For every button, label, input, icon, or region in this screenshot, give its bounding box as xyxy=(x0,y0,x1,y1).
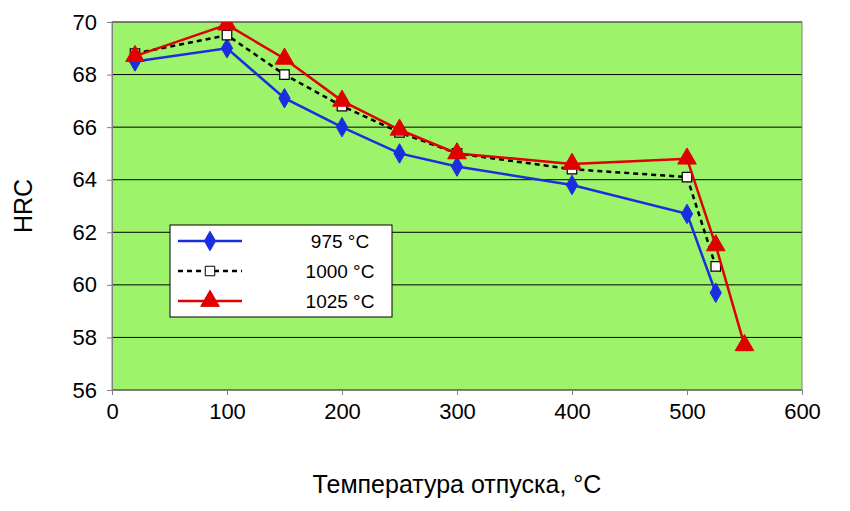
legend-marker xyxy=(204,231,215,251)
tick: 500 xyxy=(669,390,706,424)
grid-line xyxy=(112,127,802,128)
y-axis: 56 58 60 62 64 66 68 70 xyxy=(73,10,113,403)
tick-label: 600 xyxy=(784,399,821,424)
tick: 68 xyxy=(73,62,112,87)
grid-line xyxy=(112,74,802,75)
marker xyxy=(563,153,582,169)
marker xyxy=(448,143,467,159)
marker xyxy=(682,172,691,181)
tick: 200 xyxy=(324,390,361,424)
tick: 600 xyxy=(784,390,821,424)
marker xyxy=(390,119,409,135)
tick-mark xyxy=(107,75,112,76)
y-axis-title: HRC xyxy=(9,179,37,233)
tick: 400 xyxy=(554,390,591,424)
tick-mark xyxy=(572,390,573,395)
tick-label: 70 xyxy=(73,10,97,35)
tick-mark xyxy=(342,390,343,395)
tick-mark xyxy=(107,337,112,338)
tick-mark xyxy=(107,127,112,128)
tick-label: 400 xyxy=(554,399,591,424)
marker xyxy=(706,235,725,251)
chart: 0 100 200 300 400 500 600 56 58 60 62 64 66 68 70 975 °… xyxy=(0,0,850,511)
tick-mark xyxy=(107,22,112,23)
marker xyxy=(681,204,692,224)
tick-label: 0 xyxy=(106,399,118,424)
tick-label: 200 xyxy=(324,399,361,424)
series-line xyxy=(135,25,745,346)
grid xyxy=(112,22,802,390)
tick-label: 64 xyxy=(73,167,97,192)
tick-mark xyxy=(687,390,688,395)
tick-mark xyxy=(107,180,112,181)
marker xyxy=(735,335,754,351)
marker xyxy=(678,148,697,164)
grid-line xyxy=(112,337,802,338)
plot-frame xyxy=(112,22,802,390)
legend: 975 °C 1000 °C 1025 °C xyxy=(170,225,392,317)
legend-label: 975 °C xyxy=(311,231,369,252)
legend-box xyxy=(170,225,392,317)
tick: 56 xyxy=(73,378,112,403)
tick-label: 56 xyxy=(73,378,97,403)
plot: 0 100 200 300 400 500 600 56 58 60 62 64 66 68 70 975 °… xyxy=(73,10,821,424)
plot-background xyxy=(112,22,802,390)
tick-label: 300 xyxy=(439,399,476,424)
tick: 60 xyxy=(73,272,112,297)
tick: 66 xyxy=(73,115,112,140)
grid-line xyxy=(112,179,802,180)
tick: 62 xyxy=(73,220,112,245)
x-axis-title: Температура отпуска, °C xyxy=(313,470,602,498)
tick-mark xyxy=(802,390,803,395)
tick: 100 xyxy=(209,390,246,424)
marker xyxy=(336,117,347,137)
marker xyxy=(566,175,577,195)
tick-mark xyxy=(107,232,112,233)
tick-label: 60 xyxy=(73,272,97,297)
marker xyxy=(710,283,721,303)
tick-label: 62 xyxy=(73,220,97,245)
marker xyxy=(451,157,462,177)
tick: 58 xyxy=(73,325,112,350)
tick-label: 66 xyxy=(73,115,97,140)
legend-marker xyxy=(201,290,220,306)
tick: 64 xyxy=(73,167,112,192)
legend-label: 1000 °C xyxy=(306,261,375,282)
series-layer xyxy=(126,22,754,351)
tick-mark xyxy=(227,390,228,395)
marker xyxy=(394,144,405,164)
legend-marker xyxy=(205,266,214,275)
marker xyxy=(275,48,294,64)
legend-label: 1025 °C xyxy=(306,291,375,312)
tick: 0 xyxy=(106,390,118,424)
x-axis: 0 100 200 300 400 500 600 xyxy=(106,390,820,424)
tick-mark xyxy=(107,285,112,286)
tick-mark xyxy=(107,390,112,391)
marker xyxy=(279,88,290,108)
tick-label: 68 xyxy=(73,62,97,87)
marker xyxy=(218,22,237,30)
axis-line xyxy=(107,23,113,391)
tick: 70 xyxy=(73,10,112,35)
axis-line xyxy=(113,391,803,396)
marker xyxy=(711,262,720,271)
marker xyxy=(221,39,232,59)
tick-label: 500 xyxy=(669,399,706,424)
tick: 300 xyxy=(439,390,476,424)
tick-mark xyxy=(457,390,458,395)
tick-label: 100 xyxy=(209,399,246,424)
marker xyxy=(126,45,145,61)
marker xyxy=(222,30,231,39)
tick-label: 58 xyxy=(73,325,97,350)
marker xyxy=(333,90,352,106)
marker xyxy=(280,70,289,79)
